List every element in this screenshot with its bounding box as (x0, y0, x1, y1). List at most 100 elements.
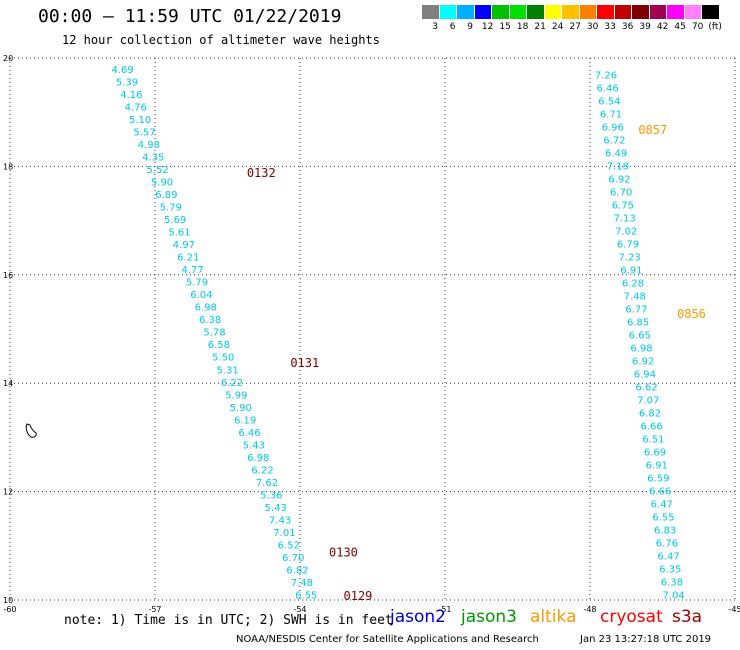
color-swatch (509, 5, 527, 19)
color-scale-labels: 3 6 9 12 15 18 21 24 27 30 33 36 39 42 45 70 (ft) (422, 22, 740, 34)
generated-timestamp: Jan 23 13:27:18 UTC 2019 (580, 634, 712, 645)
wave-height-value: 7.26 (595, 70, 617, 81)
wave-height-value: 6.35 (659, 565, 681, 576)
wave-height-value: 6.89 (155, 190, 177, 201)
color-swatch (684, 5, 702, 19)
wave-height-value: 6.79 (617, 239, 639, 250)
wave-height-value: 6.59 (647, 474, 669, 485)
wave-height-value: 6.66 (641, 421, 663, 432)
x-tick-label: -48 (583, 605, 596, 614)
y-tick-label: 16 (3, 271, 13, 280)
wave-height-value: 6.76 (656, 539, 678, 550)
y-tick-label: 18 (3, 162, 13, 171)
wave-height-value: 6.46 (238, 428, 260, 439)
wave-height-value: 6.91 (646, 461, 668, 472)
wave-height-value: 6.55 (295, 591, 317, 602)
wave-height-value: 7.48 (624, 291, 646, 302)
legend-item-jason3: jason3 (461, 607, 517, 627)
wave-height-value: 6.75 (612, 200, 634, 211)
wave-height-value: 6.98 (195, 303, 217, 314)
x-tick-label: -54 (293, 605, 306, 614)
color-swatch (457, 5, 475, 19)
wave-height-value: 5.43 (265, 503, 287, 514)
pass-time-label: 0130 (329, 546, 358, 560)
wave-height-value: 5.57 (133, 127, 155, 138)
wave-height-value: 6.52 (278, 541, 300, 552)
color-scale-bar (422, 5, 720, 19)
wave-height-value: 6.55 (652, 513, 674, 524)
wave-height-value: 6.98 (247, 453, 269, 464)
wave-height-value: 6.72 (603, 135, 625, 146)
color-scale-label: 33 (604, 22, 616, 32)
wave-height-value: 6.71 (600, 109, 622, 120)
wave-height-value: 6.91 (620, 265, 642, 276)
color-swatch (667, 5, 685, 19)
wave-height-value: 4.77 (181, 265, 203, 276)
color-swatch (649, 5, 667, 19)
footnote: note: 1) Time is in UTC; 2) SWH is in fe… (64, 613, 393, 628)
wave-height-value: 7.02 (615, 226, 637, 237)
wave-height-value: 7.48 (291, 578, 313, 589)
y-tick-label: 10 (3, 596, 13, 605)
y-tick-label: 12 (3, 488, 13, 497)
legend-item-cryosat: cryosat (600, 607, 663, 627)
page-title: 00:00 – 11:59 UTC 01/22/2019 (38, 6, 342, 27)
y-tick-label: 14 (3, 379, 13, 388)
color-swatch (422, 5, 440, 19)
wave-height-value: 6.38 (199, 315, 221, 326)
wave-height-value: 6.28 (622, 278, 644, 289)
wave-height-value: 7.18 (607, 161, 629, 172)
wave-height-value: 7.07 (637, 395, 659, 406)
color-scale-label: 27 (569, 22, 581, 32)
wave-height-value: 6.69 (644, 447, 666, 458)
wave-height-value: 6.22 (251, 465, 273, 476)
satellite-track: 4.695.394.164.765.105.574.984.355.525.90… (112, 65, 318, 602)
x-tick-label: -45 (728, 605, 740, 614)
satellite-track: 7.26 6.46 6.54 6.71 6.96 6.72 6.49 7.18 6.92 6.70… (595, 70, 685, 601)
color-swatch (702, 5, 720, 19)
color-scale-label: 21 (534, 22, 546, 32)
wave-height-value: 6.22 (221, 378, 243, 389)
wave-height-value: 6.70 (282, 553, 304, 564)
wave-height-value: 5.90 (151, 177, 173, 188)
wave-height-value: 5.69 (164, 215, 186, 226)
color-scale-label: 30 (586, 22, 599, 32)
color-swatch (632, 5, 650, 19)
wave-height-value: 6.82 (639, 408, 661, 419)
color-swatch (579, 5, 597, 19)
color-scale-label: 15 (499, 22, 511, 32)
color-swatch (544, 5, 562, 19)
color-scale-label: 12 (481, 22, 494, 32)
wave-height-value: 5.50 (212, 353, 234, 364)
wave-height-value: 5.43 (243, 440, 265, 451)
wave-height-value: 6.21 (177, 253, 199, 264)
wave-height-value: 6.51 (642, 434, 664, 445)
y-tick-label: 20 (3, 54, 13, 63)
pass-time-label: 0129 (344, 589, 373, 603)
wave-height-value: 5.31 (216, 365, 238, 376)
wave-height-value: 7.43 (269, 515, 291, 526)
wave-height-value: 6.66 (649, 487, 671, 498)
color-scale-label: 70 (691, 22, 704, 32)
wave-height-value: 5.39 (116, 77, 138, 88)
wave-height-value: 5.10 (129, 115, 151, 126)
color-scale-label: 24 (551, 22, 564, 32)
wave-height-value: 4.16 (120, 90, 142, 101)
color-swatch (492, 5, 510, 19)
wave-height-value: 6.04 (190, 290, 212, 301)
wave-height-value: 6.54 (598, 96, 620, 107)
color-scale-label: 39 (639, 22, 651, 32)
color-scale-label: 6 (449, 22, 456, 32)
time-labels: 0132 0131 0130 0129 0857 0856 (247, 123, 706, 603)
wave-height-value: 6.77 (625, 304, 647, 315)
wave-height-value: 7.01 (273, 528, 295, 539)
wave-height-value: 7.13 (613, 213, 635, 224)
color-swatch (474, 5, 492, 19)
wave-height-value: 4.35 (142, 152, 164, 163)
color-swatch (614, 5, 632, 19)
wave-height-value: 4.97 (173, 240, 195, 251)
pass-time-label: 0856 (677, 307, 706, 321)
color-scale-label: 18 (516, 22, 529, 32)
wave-height-value: 7.62 (256, 478, 278, 489)
